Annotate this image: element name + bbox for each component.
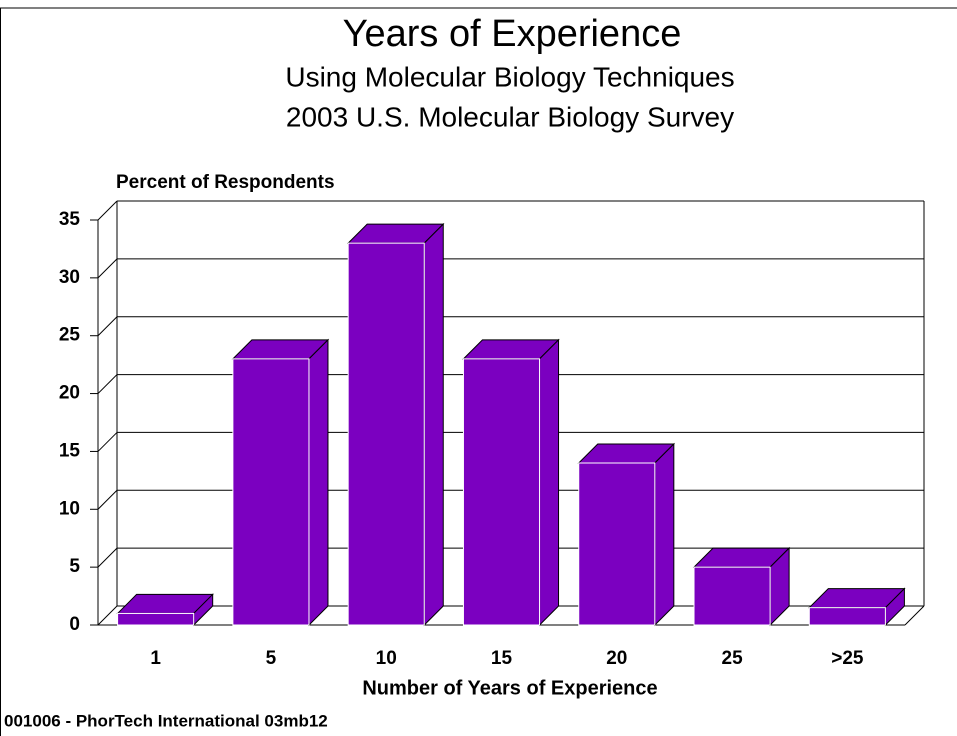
bar [462,358,541,626]
x-tick-label: 15 [491,648,513,669]
grid-line-side [97,316,118,337]
y-tick-label: 20 [59,383,80,404]
bar-side [308,338,329,627]
y-tick-label: 25 [59,325,81,346]
grid-line-side [97,489,118,510]
chart-subtitle: Using Molecular Biology Techniques [285,61,734,92]
y-tick-label: 35 [59,209,81,230]
bar [347,242,425,626]
chart-title: Years of Experience [343,13,682,55]
y-tick-label: 30 [59,267,80,288]
y-tick-label: 0 [69,614,80,635]
grid-line-side [97,200,118,221]
x-tick-label: 5 [266,648,277,669]
bar [693,566,771,626]
grid-line-side [97,605,118,626]
grid-line-side [97,374,118,394]
x-tick-label: 10 [376,648,397,669]
bar [232,358,310,626]
x-axis-label: Number of Years of Experience [362,677,657,699]
bar [117,612,195,626]
x-tick-label: >25 [831,648,864,669]
x-tick-label: 1 [150,648,161,669]
floor-right [904,605,925,626]
y-tick-label: 15 [59,440,81,461]
grid-line-side [97,547,118,568]
bar-side [423,222,444,627]
bar [808,607,886,626]
y-axis-label: Percent of Respondents [116,172,335,193]
footer: 001006 - PhorTech International 03mb12 [4,711,328,730]
bar [578,462,656,626]
x-tick-label: 25 [722,648,744,669]
bar-side [654,442,675,627]
x-tick-label: 20 [606,648,627,669]
y-tick-label: 5 [69,556,80,577]
chart-subtitle: 2003 U.S. Molecular Biology Survey [286,101,734,132]
grid-line-side [97,432,118,452]
bar-side [539,338,560,627]
grid-line-side [97,258,118,279]
y-tick-label: 10 [59,498,80,519]
